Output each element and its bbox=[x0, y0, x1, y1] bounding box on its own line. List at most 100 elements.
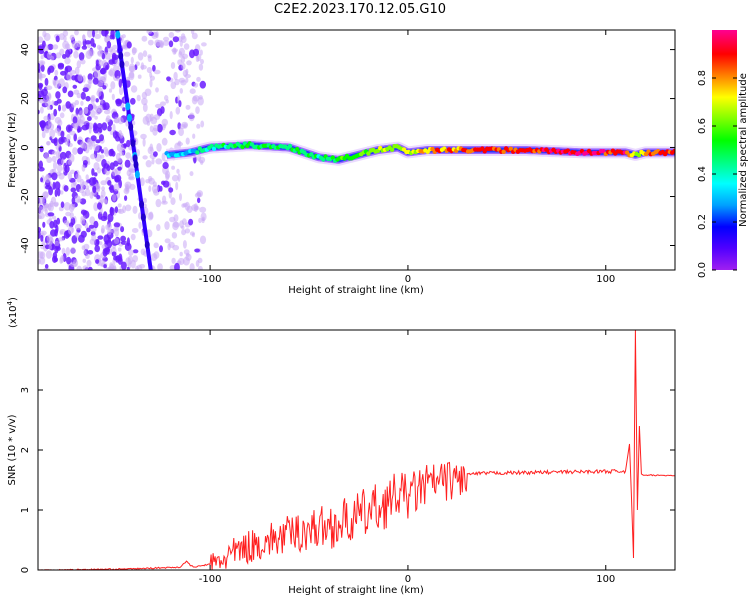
noise-speckle bbox=[87, 48, 95, 57]
noise-speckle bbox=[164, 95, 169, 101]
diagonal-trace-blob bbox=[140, 213, 146, 222]
noise-speckle bbox=[59, 151, 67, 160]
noise-speckle bbox=[71, 102, 76, 108]
noise-speckle bbox=[67, 90, 74, 98]
noise-speckle bbox=[106, 41, 112, 49]
noise-speckle bbox=[85, 185, 90, 190]
noise-speckle bbox=[54, 240, 60, 247]
noise-speckle bbox=[87, 73, 93, 81]
noise-speckle bbox=[42, 40, 46, 48]
y-tick-label: 3 bbox=[20, 387, 31, 393]
noise-speckle bbox=[147, 54, 152, 59]
noise-speckle bbox=[54, 69, 59, 76]
noise-speckle bbox=[156, 143, 162, 152]
noise-speckle bbox=[82, 258, 87, 263]
noise-speckle bbox=[111, 251, 117, 257]
snr-multiplier-exp: 4 bbox=[6, 300, 14, 305]
noise-speckle bbox=[71, 197, 76, 205]
noise-speckle bbox=[81, 45, 88, 50]
x-tick-label: 0 bbox=[405, 574, 411, 585]
noise-speckle bbox=[168, 32, 175, 38]
noise-speckle bbox=[107, 125, 112, 132]
noise-speckle bbox=[117, 247, 122, 252]
noise-speckle bbox=[179, 193, 182, 202]
noise-speckle bbox=[38, 230, 41, 239]
noise-speckle bbox=[72, 84, 78, 89]
noise-speckle bbox=[117, 157, 123, 164]
noise-speckle bbox=[147, 39, 154, 46]
noise-speckle bbox=[155, 87, 159, 93]
y-tick-label: -20 bbox=[20, 188, 31, 204]
noise-speckle bbox=[161, 152, 166, 162]
svg-text:(x104): (x104) bbox=[6, 297, 19, 328]
noise-speckle bbox=[130, 233, 136, 241]
noise-speckle bbox=[57, 63, 64, 70]
noise-speckle bbox=[135, 61, 140, 66]
noise-speckle bbox=[93, 125, 100, 134]
noise-speckle bbox=[120, 235, 126, 242]
snr-panel: 0 1 2 3 -100 0 100 SNR (10 * v/v) Height of s… bbox=[6, 297, 676, 596]
noise-speckle bbox=[70, 203, 76, 210]
noise-speckle bbox=[46, 93, 52, 101]
noise-speckle bbox=[111, 93, 115, 101]
colorbar: 0.0 0.2 0.4 0.6 0.8 Normalized spectral ampl… bbox=[697, 30, 749, 278]
noise-speckle bbox=[64, 66, 69, 76]
noise-speckle bbox=[55, 91, 61, 99]
noise-speckle bbox=[54, 181, 61, 190]
noise-speckle bbox=[199, 235, 207, 245]
noise-speckle bbox=[109, 206, 114, 215]
noise-speckle bbox=[67, 172, 73, 181]
noise-speckle bbox=[38, 90, 45, 98]
colorbar-label: Normalized spectral amplitude bbox=[738, 73, 749, 227]
noise-speckle bbox=[103, 109, 111, 115]
noise-speckle bbox=[146, 30, 153, 34]
noise-speckle bbox=[114, 175, 120, 182]
noise-speckle bbox=[56, 163, 63, 173]
noise-speckle bbox=[44, 264, 49, 269]
noise-speckle bbox=[65, 247, 71, 256]
noise-speckle bbox=[38, 84, 43, 91]
noise-speckle bbox=[55, 35, 60, 43]
noise-speckle bbox=[39, 120, 47, 129]
noise-speckle bbox=[112, 44, 118, 50]
noise-speckle bbox=[93, 202, 99, 212]
diagonal-trace-blob bbox=[139, 200, 145, 209]
noise-speckle bbox=[48, 244, 52, 250]
noise-speckle bbox=[172, 244, 180, 251]
noise-speckle bbox=[80, 141, 85, 149]
noise-speckle bbox=[100, 154, 105, 159]
noise-speckle bbox=[145, 160, 152, 168]
diagonal-trace-blob bbox=[133, 160, 139, 169]
noise-speckle bbox=[79, 115, 85, 124]
noise-speckle bbox=[42, 202, 49, 209]
noise-speckle bbox=[100, 149, 104, 154]
noise-speckle bbox=[170, 62, 176, 69]
noise-speckle bbox=[100, 180, 107, 186]
noise-speckle bbox=[182, 202, 188, 208]
frequency-ridge bbox=[162, 139, 675, 166]
noise-speckle bbox=[174, 30, 181, 33]
noise-speckle bbox=[130, 97, 136, 105]
noise-speckle bbox=[129, 183, 136, 190]
diagonal-trace-blob bbox=[144, 240, 150, 249]
noise-speckle bbox=[174, 78, 180, 86]
noise-speckle bbox=[67, 226, 74, 235]
ridge-cell bbox=[330, 155, 335, 160]
noise-speckle bbox=[146, 120, 151, 126]
noise-speckle bbox=[98, 127, 103, 133]
noise-speckle bbox=[198, 156, 206, 164]
colorbar-tick-label: 0.4 bbox=[697, 166, 708, 182]
noise-speckle bbox=[87, 116, 92, 122]
noise-speckle bbox=[195, 55, 200, 62]
noise-speckle bbox=[40, 61, 44, 66]
noise-speckle bbox=[43, 32, 51, 42]
noise-speckle bbox=[75, 173, 80, 179]
noise-speckle bbox=[94, 245, 100, 253]
noise-speckle bbox=[60, 201, 65, 208]
noise-speckle bbox=[52, 44, 59, 50]
noise-speckle bbox=[103, 247, 110, 255]
noise-speckle bbox=[82, 87, 89, 93]
noise-speckle bbox=[82, 34, 86, 40]
noise-speckle bbox=[73, 50, 79, 59]
